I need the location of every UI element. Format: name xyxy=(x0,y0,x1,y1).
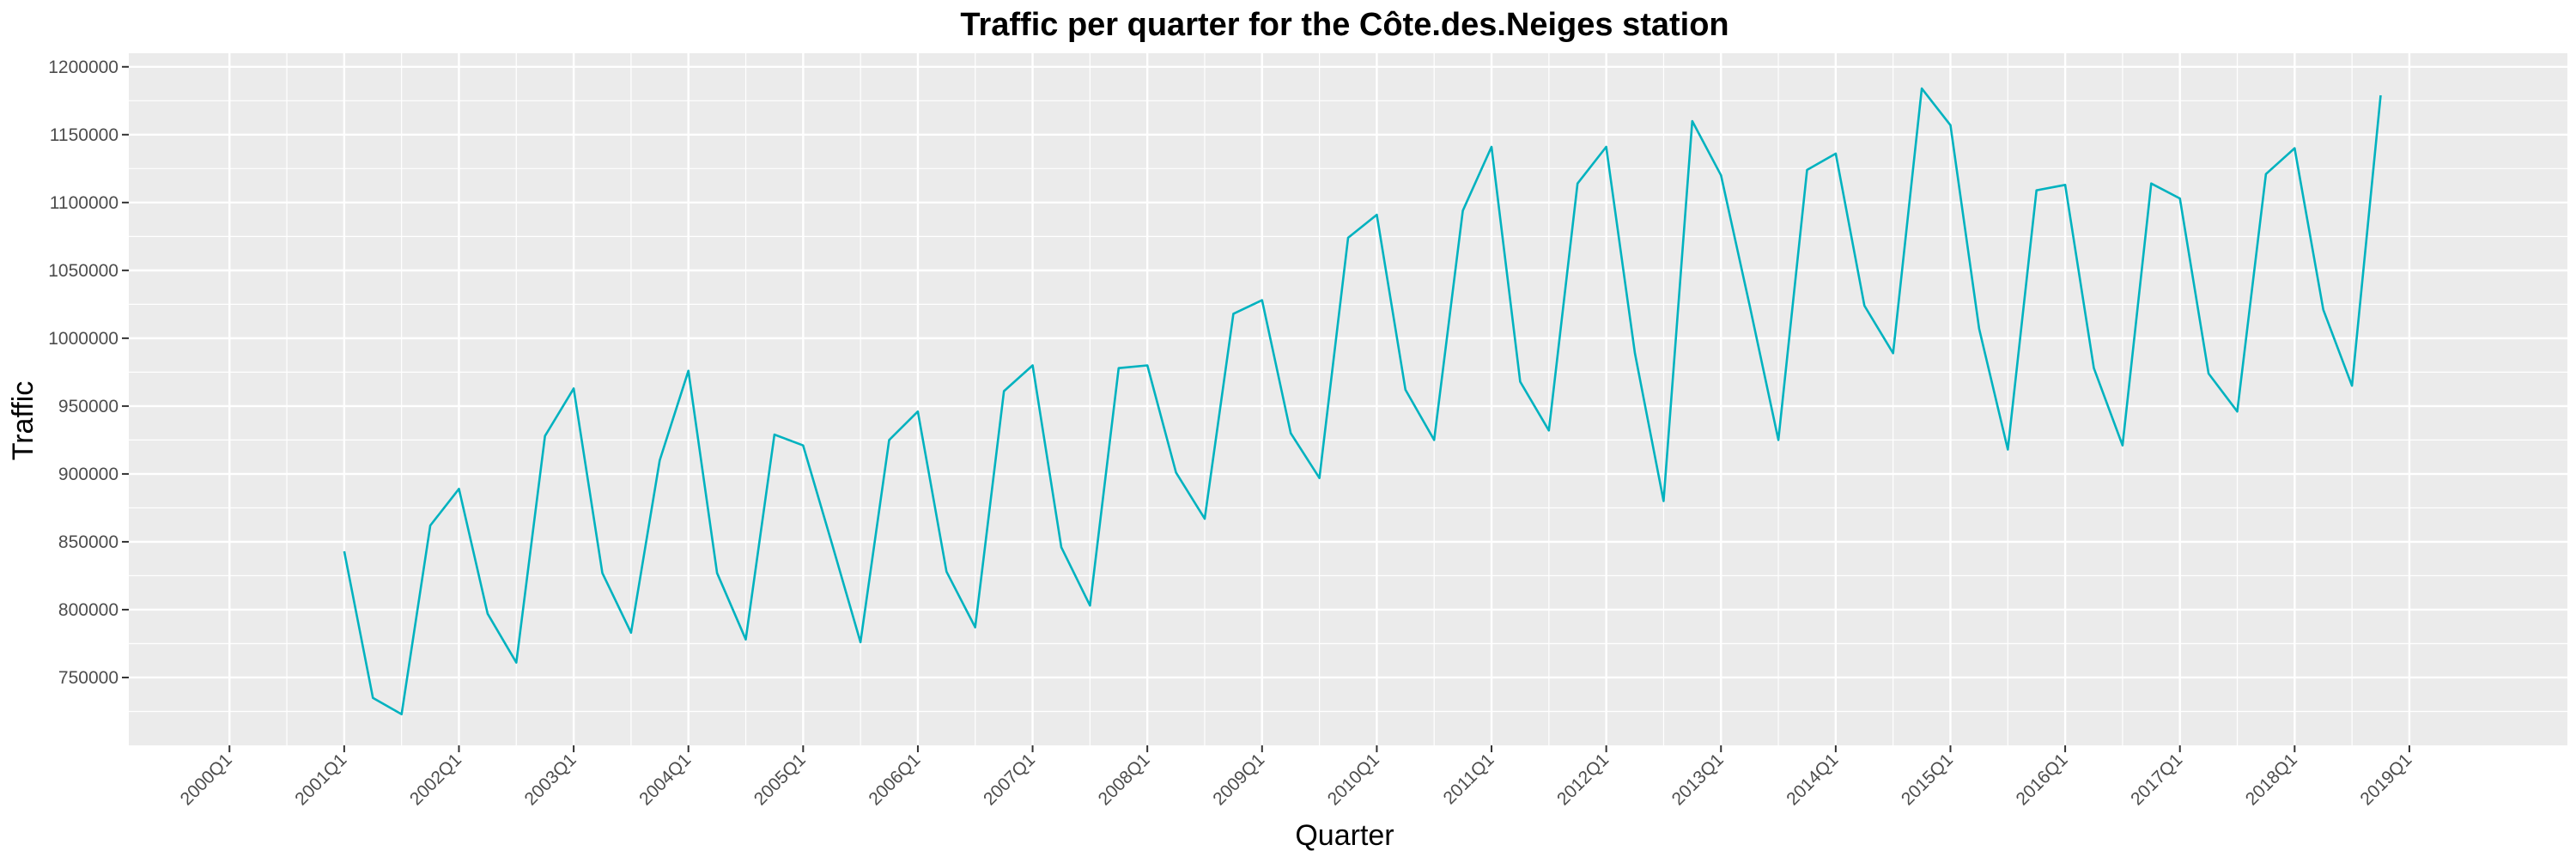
y-axis: 750000 800000 850000 900000 950000 1000000 105… xyxy=(48,58,129,688)
x-axis: 2000Q1 2001Q1 2002Q1 2003Q1 2004Q1 2005Q1 2006… xyxy=(177,745,2415,809)
y-tick-label: 950000 xyxy=(58,397,118,416)
x-tick-label: 2007Q1 xyxy=(980,750,1039,809)
y-tick-label: 1000000 xyxy=(48,329,118,349)
x-tick-label: 2009Q1 xyxy=(1209,750,1268,809)
x-tick-label: 2003Q1 xyxy=(521,750,580,809)
plot-panel xyxy=(129,53,2567,745)
x-tick-label: 2013Q1 xyxy=(1668,750,1728,809)
y-tick-label: 1100000 xyxy=(50,193,118,213)
data-layer xyxy=(343,87,2382,716)
x-tick-label: 2006Q1 xyxy=(865,750,924,809)
x-tick-label: 2012Q1 xyxy=(1553,750,1613,809)
x-tick-label: 2018Q1 xyxy=(2242,750,2301,809)
x-tick-label: 2016Q1 xyxy=(2013,750,2072,809)
y-axis-title: Traffic xyxy=(7,381,39,461)
x-tick-label: 2017Q1 xyxy=(2127,750,2186,809)
x-tick-label: 2005Q1 xyxy=(750,750,810,809)
y-tick-label: 1050000 xyxy=(48,261,118,281)
x-tick-label: 2014Q1 xyxy=(1783,750,1842,809)
x-tick-label: 2015Q1 xyxy=(1898,750,1957,809)
y-tick-label: 1150000 xyxy=(50,125,118,145)
y-tick-label: 850000 xyxy=(58,532,118,552)
x-tick-label: 2001Q1 xyxy=(291,750,350,809)
x-tick-label: 2000Q1 xyxy=(177,750,236,809)
x-tick-label: 2011Q1 xyxy=(1440,750,1498,808)
x-tick-label: 2002Q1 xyxy=(406,750,465,809)
x-tick-label: 2019Q1 xyxy=(2356,750,2415,809)
x-tick-label: 2004Q1 xyxy=(635,750,695,809)
y-tick-label: 750000 xyxy=(58,668,118,688)
x-tick-label: 2008Q1 xyxy=(1095,750,1154,809)
x-axis-title: Quarter xyxy=(1295,819,1394,852)
chart-title: Traffic per quarter for the Côte.des.Nei… xyxy=(960,7,1728,43)
y-tick-label: 900000 xyxy=(58,465,118,484)
y-tick-label: 1200000 xyxy=(48,58,118,77)
grid-major xyxy=(129,53,2567,745)
traffic-series-line xyxy=(343,87,2382,716)
y-tick-label: 800000 xyxy=(58,600,118,620)
x-tick-label: 2010Q1 xyxy=(1324,750,1383,809)
